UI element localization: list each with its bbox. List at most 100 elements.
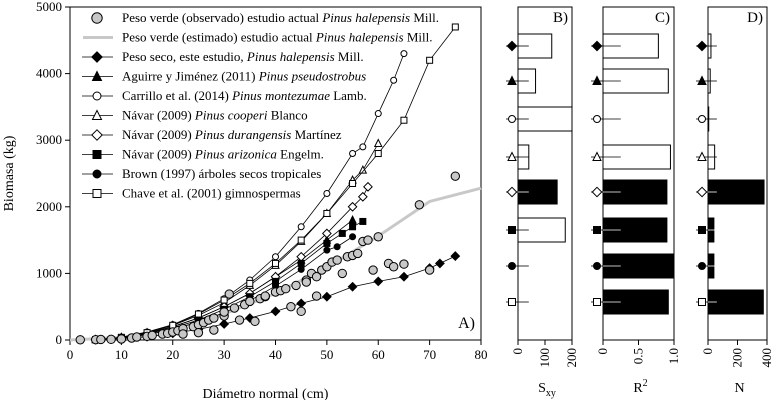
legend-text-part: Pinus cooperi	[194, 108, 268, 123]
x-tick-label: 100	[537, 348, 552, 368]
legend-marker-durang	[91, 129, 103, 141]
axis-label-subscript: xy	[546, 388, 556, 399]
series-line-arizonica	[95, 221, 364, 341]
data-point-arizonica	[323, 239, 331, 247]
data-point-obs	[116, 334, 127, 344]
data-point-seco	[321, 291, 332, 302]
legend-label-carrillo: Carrillo et al. (2014) Pinus montezumae …	[122, 88, 367, 103]
data-point-brown	[333, 243, 341, 251]
legend-label-seco: Peso seco, este estudio, Pinus halepensi…	[122, 49, 364, 64]
legend-label-durang: Návar (2009) Pinus durangensis Martínez	[122, 127, 342, 142]
bar	[517, 33, 553, 59]
row-marker	[698, 262, 706, 270]
row-marker	[591, 40, 603, 52]
panel-a: 0 10 20 30 40 50 60 70 80 0 1000 2000 3000 4000 5000 Di…	[2, 0, 488, 400]
data-point-obs	[353, 248, 363, 259]
y-tick-label: 5000	[36, 0, 62, 14]
x-tick-label: 200	[730, 348, 745, 368]
data-point-obs	[450, 171, 461, 181]
row-marker	[698, 298, 706, 306]
axis-label-main: R	[633, 381, 643, 396]
data-point-durang	[357, 191, 368, 202]
panel-b: B) 0 100 200 Sxy	[506, 6, 579, 399]
legend-marker-obs	[91, 12, 103, 24]
legend-marker-seco	[91, 51, 103, 63]
data-point-obs	[424, 265, 435, 275]
x-tick-label: 80	[475, 347, 488, 362]
data-point-chave	[349, 179, 357, 187]
data-point-obs	[193, 327, 204, 338]
x-tick-label: 0	[510, 348, 525, 355]
data-point-obs	[373, 232, 383, 242]
legend-text-part: Lamb.	[330, 88, 367, 103]
data-point-obs	[311, 291, 322, 301]
data-point-obs	[281, 284, 291, 294]
row-marker	[696, 40, 708, 52]
data-point-obs	[368, 265, 378, 275]
x-tick-label: 1.0	[666, 348, 681, 364]
y-tick-label: 0	[56, 332, 63, 347]
data-point-durang	[321, 228, 332, 239]
legend-text-part: Blanco	[268, 108, 308, 123]
data-point-chave	[246, 279, 254, 287]
legend-text-part: Peso verde (estimado) estudio actual	[122, 30, 316, 45]
x-axis-label: Sxy	[538, 381, 556, 399]
data-point-aguirre	[348, 215, 357, 224]
data-point-obs	[209, 325, 219, 335]
row-marker	[593, 298, 601, 306]
legend-text-part: Pinus montezumae	[231, 88, 330, 103]
data-point-brown	[323, 246, 331, 254]
x-tick-label: 70	[423, 347, 436, 362]
data-point-obs	[245, 296, 255, 307]
row-marker	[507, 75, 517, 85]
data-point-obs	[399, 259, 409, 269]
legend-label-cooperi: Návar (2009) Pinus cooperi Blanco	[122, 108, 308, 123]
x-tick-label: 0.5	[631, 348, 646, 364]
row-marker	[506, 40, 518, 52]
y-tick-label: 4000	[36, 66, 62, 81]
legend-text-part: Aguirre y Jiménez (2011)	[122, 69, 259, 84]
legend-marker-carrillo	[92, 91, 102, 101]
data-point-obs	[414, 200, 425, 210]
data-point-seco	[219, 319, 230, 329]
data-point-chave	[272, 259, 279, 267]
legend-text-part: Martínez	[291, 127, 341, 142]
row-marker	[592, 151, 602, 161]
data-point-obs	[260, 291, 270, 301]
row-marker	[698, 226, 706, 234]
data-point-obs	[147, 330, 157, 341]
data-point-carrillo	[390, 76, 398, 84]
data-point-obs	[301, 277, 312, 287]
data-point-seco	[373, 276, 384, 287]
data-point-obs	[234, 315, 245, 325]
data-point-durang	[347, 201, 358, 212]
data-point-arizonica	[338, 229, 346, 237]
row-marker	[593, 226, 601, 234]
x-tick-label: 0	[67, 347, 74, 362]
data-point-obs	[219, 307, 229, 317]
panel-c: C) 0 0.5 1.0 R2	[591, 6, 681, 396]
data-point-seco	[296, 298, 307, 309]
legend-label-chave: Chave et al. (2001) gimnospermas	[122, 186, 301, 201]
legend-marker-arizonica	[92, 150, 102, 159]
data-point-obs	[132, 332, 142, 342]
legend-text-part: Chave et al. (2001) gimnospermas	[122, 186, 301, 201]
bar	[707, 289, 764, 315]
axis-label-main: S	[538, 381, 546, 396]
data-point-chave	[400, 116, 408, 124]
data-point-carrillo	[400, 50, 408, 58]
x-tick-label: 0	[595, 348, 610, 355]
data-point-cooperi	[358, 165, 368, 174]
x-tick-label: 50	[320, 347, 333, 362]
data-point-brown	[297, 265, 305, 273]
legend-marker-chave	[92, 189, 102, 198]
legend-marker-cooperi	[91, 109, 103, 120]
data-point-arizonica	[349, 223, 357, 231]
y-tick-label: 1000	[36, 265, 62, 280]
legend-label-est: Peso verde (estimado) estudio actual Pin…	[122, 30, 433, 45]
data-point-obs	[291, 280, 301, 291]
row-marker	[698, 115, 706, 123]
panel-label: D)	[747, 10, 763, 26]
data-point-obs	[250, 316, 260, 327]
